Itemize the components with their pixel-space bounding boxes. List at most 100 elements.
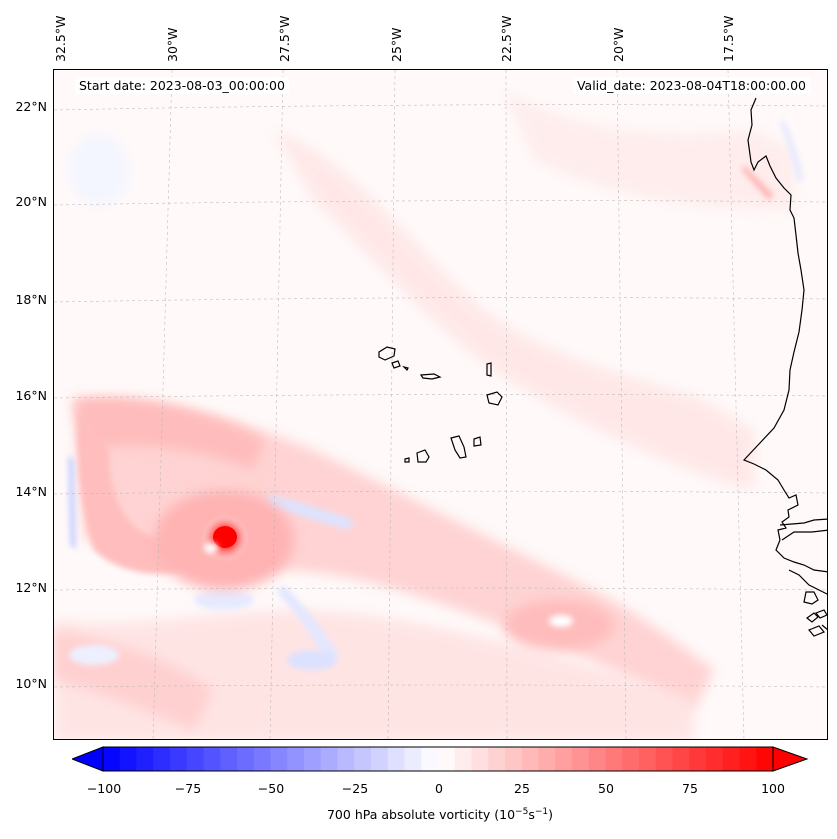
colorbar-step	[689, 747, 707, 771]
colorbar-step	[186, 747, 204, 771]
vortex-white-spot	[204, 543, 218, 553]
colorbar	[72, 746, 809, 772]
grid-lon-30w	[152, 70, 173, 739]
lat-label-12n: 12°N	[15, 580, 47, 595]
colorbar-extend-min	[72, 746, 104, 772]
gridlines	[54, 70, 827, 739]
colorbar-label: 700 hPa absolute vorticity (10−5s−1)	[0, 807, 837, 822]
islet-3	[815, 609, 827, 619]
lon-label-27-5w: 27.5°W	[277, 15, 292, 62]
colorbar-frame	[102, 746, 774, 772]
grid-lon-22-5w	[505, 70, 508, 739]
cb-tick-25: 25	[514, 781, 530, 796]
start-date-label: Start date: 2023-08-03_00:00:00	[75, 77, 289, 94]
cb-tick-100: 100	[761, 781, 785, 796]
west-africa-coastline	[742, 97, 827, 637]
island-fogo	[416, 449, 430, 463]
blue-streak-west	[68, 455, 76, 550]
islet-1	[803, 591, 819, 605]
colorbar-step	[354, 747, 372, 771]
colorbar-step	[588, 747, 606, 771]
vorticity-field	[54, 90, 804, 739]
lon-label-20w: 20°W	[611, 27, 626, 62]
pink-band-upper-right	[504, 90, 794, 210]
colorbar-step	[119, 747, 137, 771]
coast-mauritania	[742, 97, 805, 541]
island-sao-nicolau	[419, 373, 442, 380]
blue-patch-nw	[69, 135, 129, 205]
blue-patch-2	[194, 590, 254, 610]
colorbar-step	[605, 747, 623, 771]
grid-lon-17-5w	[727, 70, 745, 739]
cape-verde-islands	[378, 346, 503, 463]
colorbar-step	[706, 747, 724, 771]
vortex-center	[213, 526, 237, 548]
pink-band-lower	[54, 610, 694, 739]
colorbar-step	[237, 747, 255, 771]
blue-patch-1	[287, 650, 337, 670]
lat-label-22n: 22°N	[15, 99, 47, 114]
colorbar-step	[739, 747, 757, 771]
colorbar-step	[454, 747, 472, 771]
colorbar-step	[521, 747, 539, 771]
grid-lon-27-5w	[269, 70, 284, 739]
cb-tick-minus-100: −100	[86, 781, 122, 796]
colorbar-step	[387, 747, 405, 771]
colorbar-steps	[102, 746, 774, 772]
island-santa-luzia	[402, 365, 409, 372]
coast-gambia	[779, 518, 827, 526]
colorbar-step	[320, 747, 338, 771]
colorbar-step	[438, 747, 456, 771]
cb-tick-50: 50	[598, 781, 614, 796]
pink-band-north	[274, 130, 754, 490]
valid-date-label: Valid_date: 2023-08-04T18:00:00.00	[572, 77, 810, 94]
colorbar-step	[538, 747, 556, 771]
colorbar-step	[756, 747, 774, 771]
lon-label-22-5w: 22.5°W	[499, 15, 514, 62]
island-maio	[473, 436, 482, 447]
colorbar-step	[287, 747, 305, 771]
cb-tick-minus-75: −75	[174, 781, 202, 796]
blue-patch-sw	[69, 645, 119, 665]
island-sal	[486, 362, 492, 377]
coast-gambia-south	[781, 529, 827, 541]
colorbar-step	[722, 747, 740, 771]
lat-label-18n: 18°N	[15, 292, 47, 307]
blue-streak-1	[266, 495, 354, 530]
coastal-streak	[742, 165, 774, 200]
islet-4	[808, 625, 825, 637]
colorbar-step	[203, 747, 221, 771]
cb-tick-minus-25: −25	[341, 781, 369, 796]
grid-lon-25w	[387, 70, 396, 739]
colorbar-step	[505, 747, 523, 771]
colorbar-step	[270, 747, 288, 771]
vorticity-map[interactable]	[53, 69, 828, 740]
colorbar-label-suffix: )	[548, 807, 553, 823]
colorbar-step	[404, 747, 422, 771]
colorbar-step	[103, 747, 121, 771]
colorbar-step	[622, 747, 640, 771]
colorbar-step	[471, 747, 489, 771]
lat-label-14n: 14°N	[15, 484, 47, 499]
cb-tick-0: 0	[435, 781, 443, 796]
colorbar-step	[555, 747, 573, 771]
lon-label-32-5w: 32.5°W	[53, 15, 68, 62]
grid-lon-20w	[616, 70, 627, 739]
white-core-east	[549, 615, 573, 627]
grid-lat-16n	[54, 394, 827, 399]
island-sao-vicente	[391, 360, 401, 369]
colorbar-label-exp2: −1	[534, 807, 549, 817]
colorbar-step	[371, 747, 389, 771]
colorbar-step	[421, 747, 439, 771]
colorbar-step	[639, 747, 657, 771]
coast-guinea	[821, 624, 827, 630]
colorbar-step	[304, 747, 322, 771]
lat-label-10n: 10°N	[15, 676, 47, 691]
colorbar-step	[572, 747, 590, 771]
island-boa-vista	[486, 391, 503, 406]
cb-tick-75: 75	[682, 781, 698, 796]
island-santiago	[450, 435, 467, 459]
colorbar-step	[220, 747, 238, 771]
lat-label-16n: 16°N	[15, 388, 47, 403]
lon-label-30w: 30°W	[165, 27, 180, 62]
